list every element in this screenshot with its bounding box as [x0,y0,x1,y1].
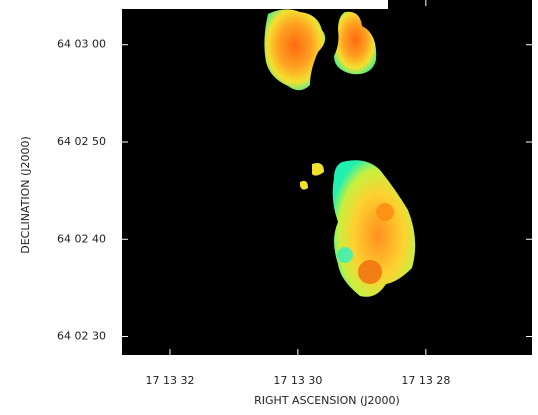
image-frame [122,0,532,355]
x-axis-label: RIGHT ASCENSION (J2000) [254,394,400,407]
header-strip [100,0,388,9]
y-tick-label: 64 02 40 [57,232,106,245]
y-tick-label: 64 02 50 [57,135,106,148]
x-tick-label: 17 13 28 [401,374,450,387]
chart: DECLINATION (J2000) RIGHT ASCENSION (J20… [0,0,538,411]
y-tick-label: 64 02 30 [57,330,106,343]
x-tick-label: 17 13 30 [273,374,322,387]
x-tick-label: 17 13 32 [145,374,194,387]
y-tick-label: 64 03 00 [57,38,106,51]
y-axis-label: DECLINATION (J2000) [19,136,32,254]
